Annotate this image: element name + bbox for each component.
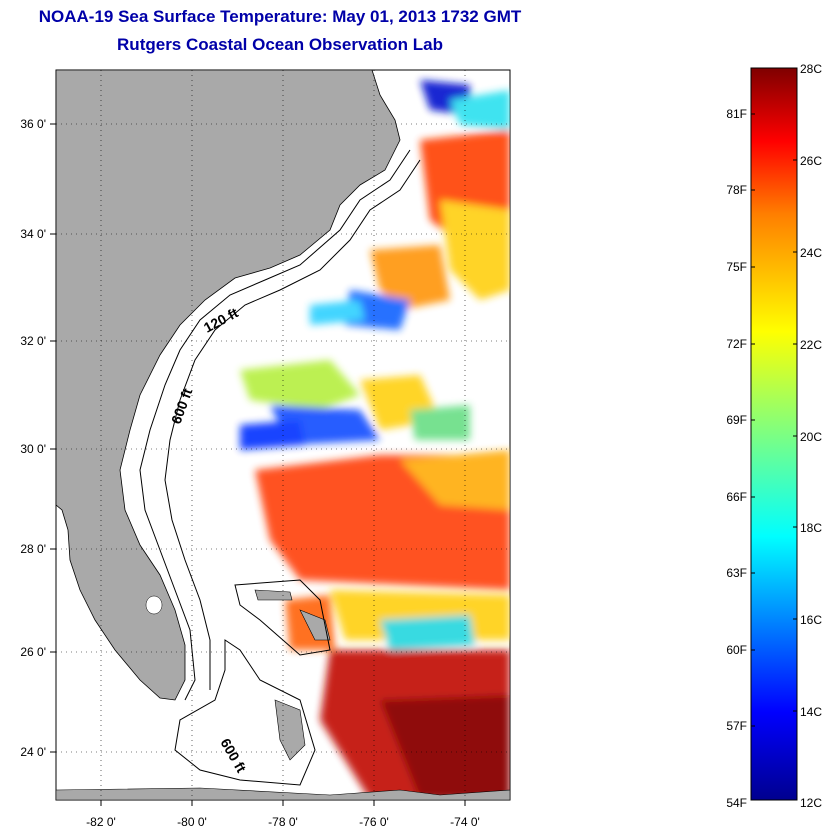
land-bahamas-abaco	[299, 609, 331, 641]
cb-c-20: 20C	[800, 430, 822, 444]
lat-label-36: 36 0'	[20, 117, 46, 131]
cb-f-72: 72F	[726, 337, 747, 351]
lon-label-80: -80 0'	[177, 815, 207, 829]
lat-label-24: 24 0'	[20, 745, 46, 759]
cb-f-57: 57F	[726, 719, 747, 733]
lake-okeechobee	[145, 595, 163, 615]
cb-c-24: 24C	[800, 246, 822, 260]
map-panel: 120 ft 600 ft 600 ft -82 0' -80 0' -78 0…	[20, 69, 511, 829]
cb-f-69: 69F	[726, 413, 747, 427]
land-mainland	[56, 70, 401, 701]
sst-data-layer	[240, 80, 510, 800]
grid-lines	[56, 70, 510, 800]
lon-label-74: -74 0'	[450, 815, 480, 829]
lon-label-82: -82 0'	[86, 815, 116, 829]
colorbar-ticks	[751, 113, 797, 727]
land-bahamas-grand	[254, 589, 293, 601]
cb-f-63: 63F	[726, 566, 747, 580]
lon-label-76: -76 0'	[359, 815, 389, 829]
contour-bahamas-north	[234, 579, 331, 656]
cb-c-18: 18C	[800, 521, 822, 535]
tick-marks	[50, 123, 466, 806]
colorbar-gradient	[750, 67, 798, 801]
cb-c-14: 14C	[800, 705, 822, 719]
land-bahamas-andros	[274, 699, 306, 761]
contour-120ft	[139, 149, 411, 701]
contour-600ft	[164, 159, 421, 690]
cb-c-28: 28C	[800, 62, 822, 76]
map-subtitle: Rutgers Coastal Ocean Observation Lab	[117, 35, 443, 54]
cb-f-66: 66F	[726, 490, 747, 504]
lon-label-78: -78 0'	[268, 815, 298, 829]
cb-c-22: 22C	[800, 338, 822, 352]
lat-label-32: 32 0'	[20, 334, 46, 348]
cb-c-16: 16C	[800, 613, 822, 627]
contour-bahamas	[174, 639, 316, 786]
cb-f-78: 78F	[726, 183, 747, 197]
lat-label-28: 28 0'	[20, 542, 46, 556]
cb-f-75: 75F	[726, 260, 747, 274]
map-title: NOAA-19 Sea Surface Temperature: May 01,…	[38, 7, 522, 26]
land-cuba	[56, 787, 510, 800]
cb-f-54: 54F	[726, 796, 747, 810]
lat-label-26: 26 0'	[20, 645, 46, 659]
cb-c-12: 12C	[800, 796, 822, 810]
lat-label-34: 34 0'	[20, 227, 46, 241]
cb-c-26: 26C	[800, 154, 822, 168]
cb-f-60: 60F	[726, 643, 747, 657]
lat-label-30: 30 0'	[20, 442, 46, 456]
cb-f-81: 81F	[726, 107, 747, 121]
colorbar: 28C 26C 24C 22C 20C 18C 16C 14C 12C 81F …	[726, 62, 822, 810]
